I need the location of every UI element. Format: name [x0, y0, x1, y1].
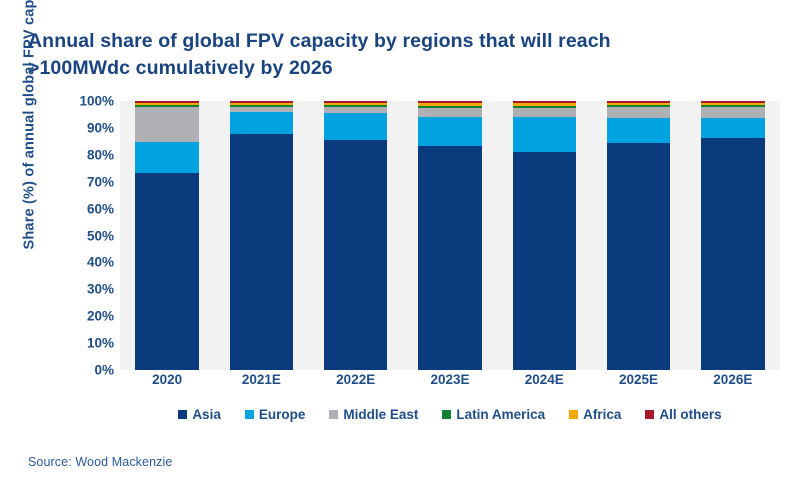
- x-axis-tick: 2021E: [241, 372, 281, 387]
- bar-segment[interactable]: [135, 101, 199, 103]
- y-axis-tick: 80%: [86, 147, 114, 163]
- legend-swatch-icon: [442, 409, 452, 419]
- bar-stack[interactable]: [512, 101, 576, 370]
- bar-segment[interactable]: [324, 113, 388, 140]
- bar-segment[interactable]: [229, 134, 294, 370]
- bar-stack[interactable]: [324, 101, 388, 370]
- bar-segment[interactable]: [701, 103, 765, 105]
- bar-segment[interactable]: [229, 102, 294, 105]
- legend-swatch-icon: [178, 409, 188, 419]
- legend-item[interactable]: Latin America: [442, 407, 545, 422]
- bar-segment[interactable]: [606, 103, 671, 105]
- y-axis-tick: 60%: [86, 201, 114, 217]
- legend-swatch-icon: [329, 409, 339, 419]
- legend-label: Asia: [192, 406, 221, 422]
- legend-label: Latin America: [456, 406, 546, 422]
- y-axis-tick: 30%: [86, 281, 114, 297]
- legend-item[interactable]: Middle East: [329, 407, 418, 422]
- bar-segment[interactable]: [324, 101, 388, 103]
- bar-segment[interactable]: [512, 107, 576, 118]
- y-axis-tick: 20%: [86, 308, 114, 324]
- bar-stack[interactable]: [229, 100, 294, 370]
- bar-segment[interactable]: [229, 100, 294, 103]
- bar-segment[interactable]: [512, 103, 576, 106]
- bar-segment[interactable]: [512, 105, 576, 108]
- bar-segment[interactable]: [135, 105, 199, 107]
- legend-label: Europe: [258, 406, 306, 422]
- bar-segment[interactable]: [324, 103, 388, 105]
- x-axis-tick: 2020: [152, 372, 183, 387]
- chart-legend: Asia Europe Middle East Latin America Africa…: [120, 402, 780, 426]
- y-axis-tick: 50%: [86, 228, 114, 243]
- bar-segment[interactable]: [606, 142, 671, 370]
- y-axis-tick-labels: 100% 90% 80% 70% 60% 50% 40% 30% 20% 10% 0%: [52, 93, 114, 378]
- bar-segment[interactable]: [418, 101, 482, 104]
- bar-segment[interactable]: [512, 152, 576, 370]
- legend-label: All others: [659, 406, 722, 422]
- bar-segment[interactable]: [606, 107, 671, 119]
- legend-item[interactable]: Asia: [178, 407, 221, 422]
- legend-item[interactable]: Europe: [244, 406, 306, 422]
- bar-segment[interactable]: [606, 101, 671, 103]
- x-axis-tick: 2026E: [713, 372, 753, 387]
- bar-stack[interactable]: [135, 101, 199, 370]
- x-axis-tick-labels: 2020 2021E 2022E 2023E 2024E 2025E 2026E: [120, 372, 780, 396]
- bar-segment[interactable]: [701, 117, 765, 138]
- bar-segment[interactable]: [324, 107, 388, 114]
- bar-segment[interactable]: [418, 116, 482, 147]
- legend-label: Middle East: [343, 406, 419, 422]
- legend-item[interactable]: All others: [645, 406, 722, 422]
- source-note: Source: Wood Mackenzie: [28, 455, 173, 469]
- x-axis-tick: 2022E: [336, 372, 376, 387]
- bar-segment[interactable]: [229, 104, 294, 107]
- bar-segment[interactable]: [418, 108, 482, 117]
- legend-swatch-icon: [645, 409, 655, 419]
- bar-segment[interactable]: [418, 105, 482, 109]
- bar-segment[interactable]: [606, 118, 671, 143]
- bar-segment[interactable]: [512, 117, 576, 153]
- legend-label: Africa: [583, 406, 622, 422]
- bar-stack[interactable]: [418, 101, 482, 370]
- bar-segment[interactable]: [512, 101, 576, 103]
- bar-segment[interactable]: [229, 106, 294, 112]
- bar-segment[interactable]: [135, 141, 199, 174]
- bar-segment[interactable]: [135, 103, 199, 105]
- x-axis-tick: 2025E: [619, 372, 659, 387]
- bar-segment[interactable]: [418, 146, 482, 370]
- y-axis-tick: 70%: [86, 174, 114, 190]
- bar-segment[interactable]: [418, 103, 482, 106]
- bar-segment[interactable]: [701, 137, 765, 370]
- y-axis-title: Share (%) of annual global FPV capacity: [21, 0, 38, 250]
- plot-area: [120, 100, 780, 370]
- bar-stack[interactable]: [606, 101, 671, 370]
- bar-segment[interactable]: [324, 105, 388, 108]
- bar-segment[interactable]: [229, 111, 294, 135]
- y-axis-tick: 40%: [86, 254, 114, 270]
- x-axis-tick: 2024E: [524, 372, 564, 387]
- y-axis-tick: 10%: [86, 335, 114, 351]
- bar-segment[interactable]: [324, 139, 388, 370]
- bar-segment[interactable]: [606, 105, 671, 107]
- bar-segment[interactable]: [135, 173, 199, 370]
- bar-segment[interactable]: [135, 107, 199, 142]
- bars-row: [120, 100, 780, 370]
- bar-segment[interactable]: [701, 105, 765, 107]
- legend-swatch-icon: [244, 409, 254, 419]
- page-title: Annual share of global FPV capacity by r…: [28, 30, 611, 79]
- x-axis-tick: 2023E: [430, 372, 470, 387]
- legend-swatch-icon: [569, 409, 579, 419]
- bar-segment[interactable]: [701, 101, 765, 103]
- y-axis-tick: 90%: [86, 120, 114, 136]
- y-axis-tick: 0%: [94, 362, 114, 378]
- bar-segment[interactable]: [701, 107, 765, 118]
- legend-item[interactable]: Africa: [569, 407, 621, 422]
- bar-stack[interactable]: [701, 101, 765, 370]
- y-axis-tick: 100%: [79, 93, 114, 109]
